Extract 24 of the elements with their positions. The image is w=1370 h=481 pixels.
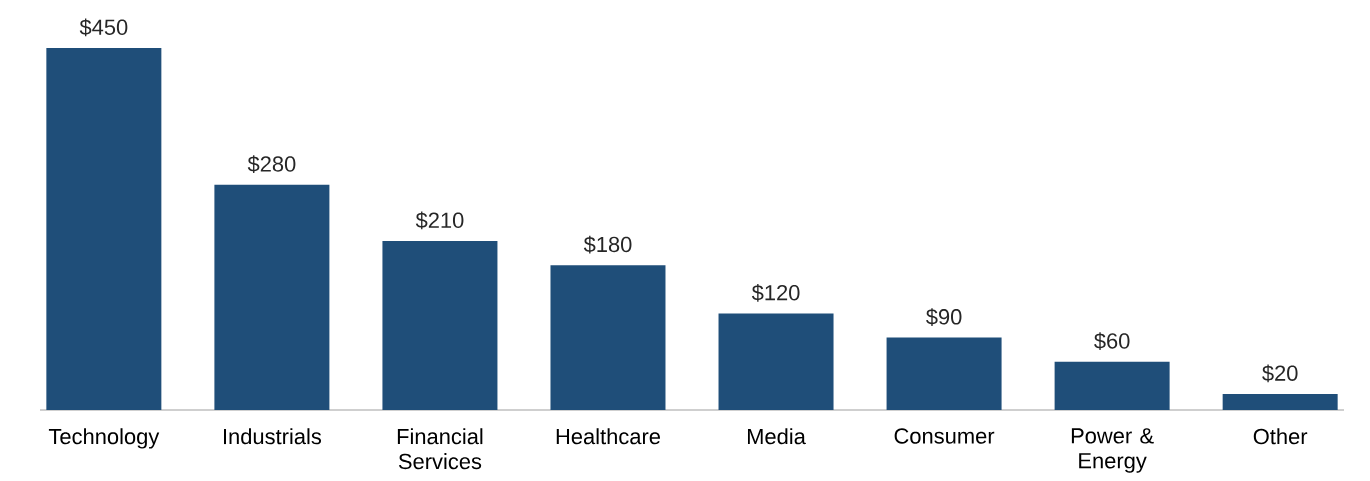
x-tick-label: Financial Services [397,428,483,470]
x-tick-label: Technology [48,428,160,449]
bar [1054,361,1170,410]
x-tick-label: Consumer [894,428,995,444]
data-label: $210 [415,211,464,230]
data-label: $280 [247,155,296,174]
data-label: $180 [583,235,632,254]
bar [382,241,498,410]
x-tick-label: Media [747,428,806,445]
bar [886,337,1002,410]
x-tick-label: Industrials [223,428,322,445]
data-label: $450 [79,18,128,37]
data-label: $90 [926,308,962,326]
bar [46,47,162,410]
data-label: $60 [1094,332,1130,351]
data-label: $20 [1262,364,1298,383]
x-tick-label: Healthcare [556,428,660,445]
bar [214,184,330,410]
bar [1222,393,1338,410]
data-label: $120 [751,284,800,302]
x-tick-label: Power & Energy [1071,428,1154,473]
bar [718,313,834,410]
bar [550,265,666,410]
x-tick-label: Other [1253,428,1308,445]
